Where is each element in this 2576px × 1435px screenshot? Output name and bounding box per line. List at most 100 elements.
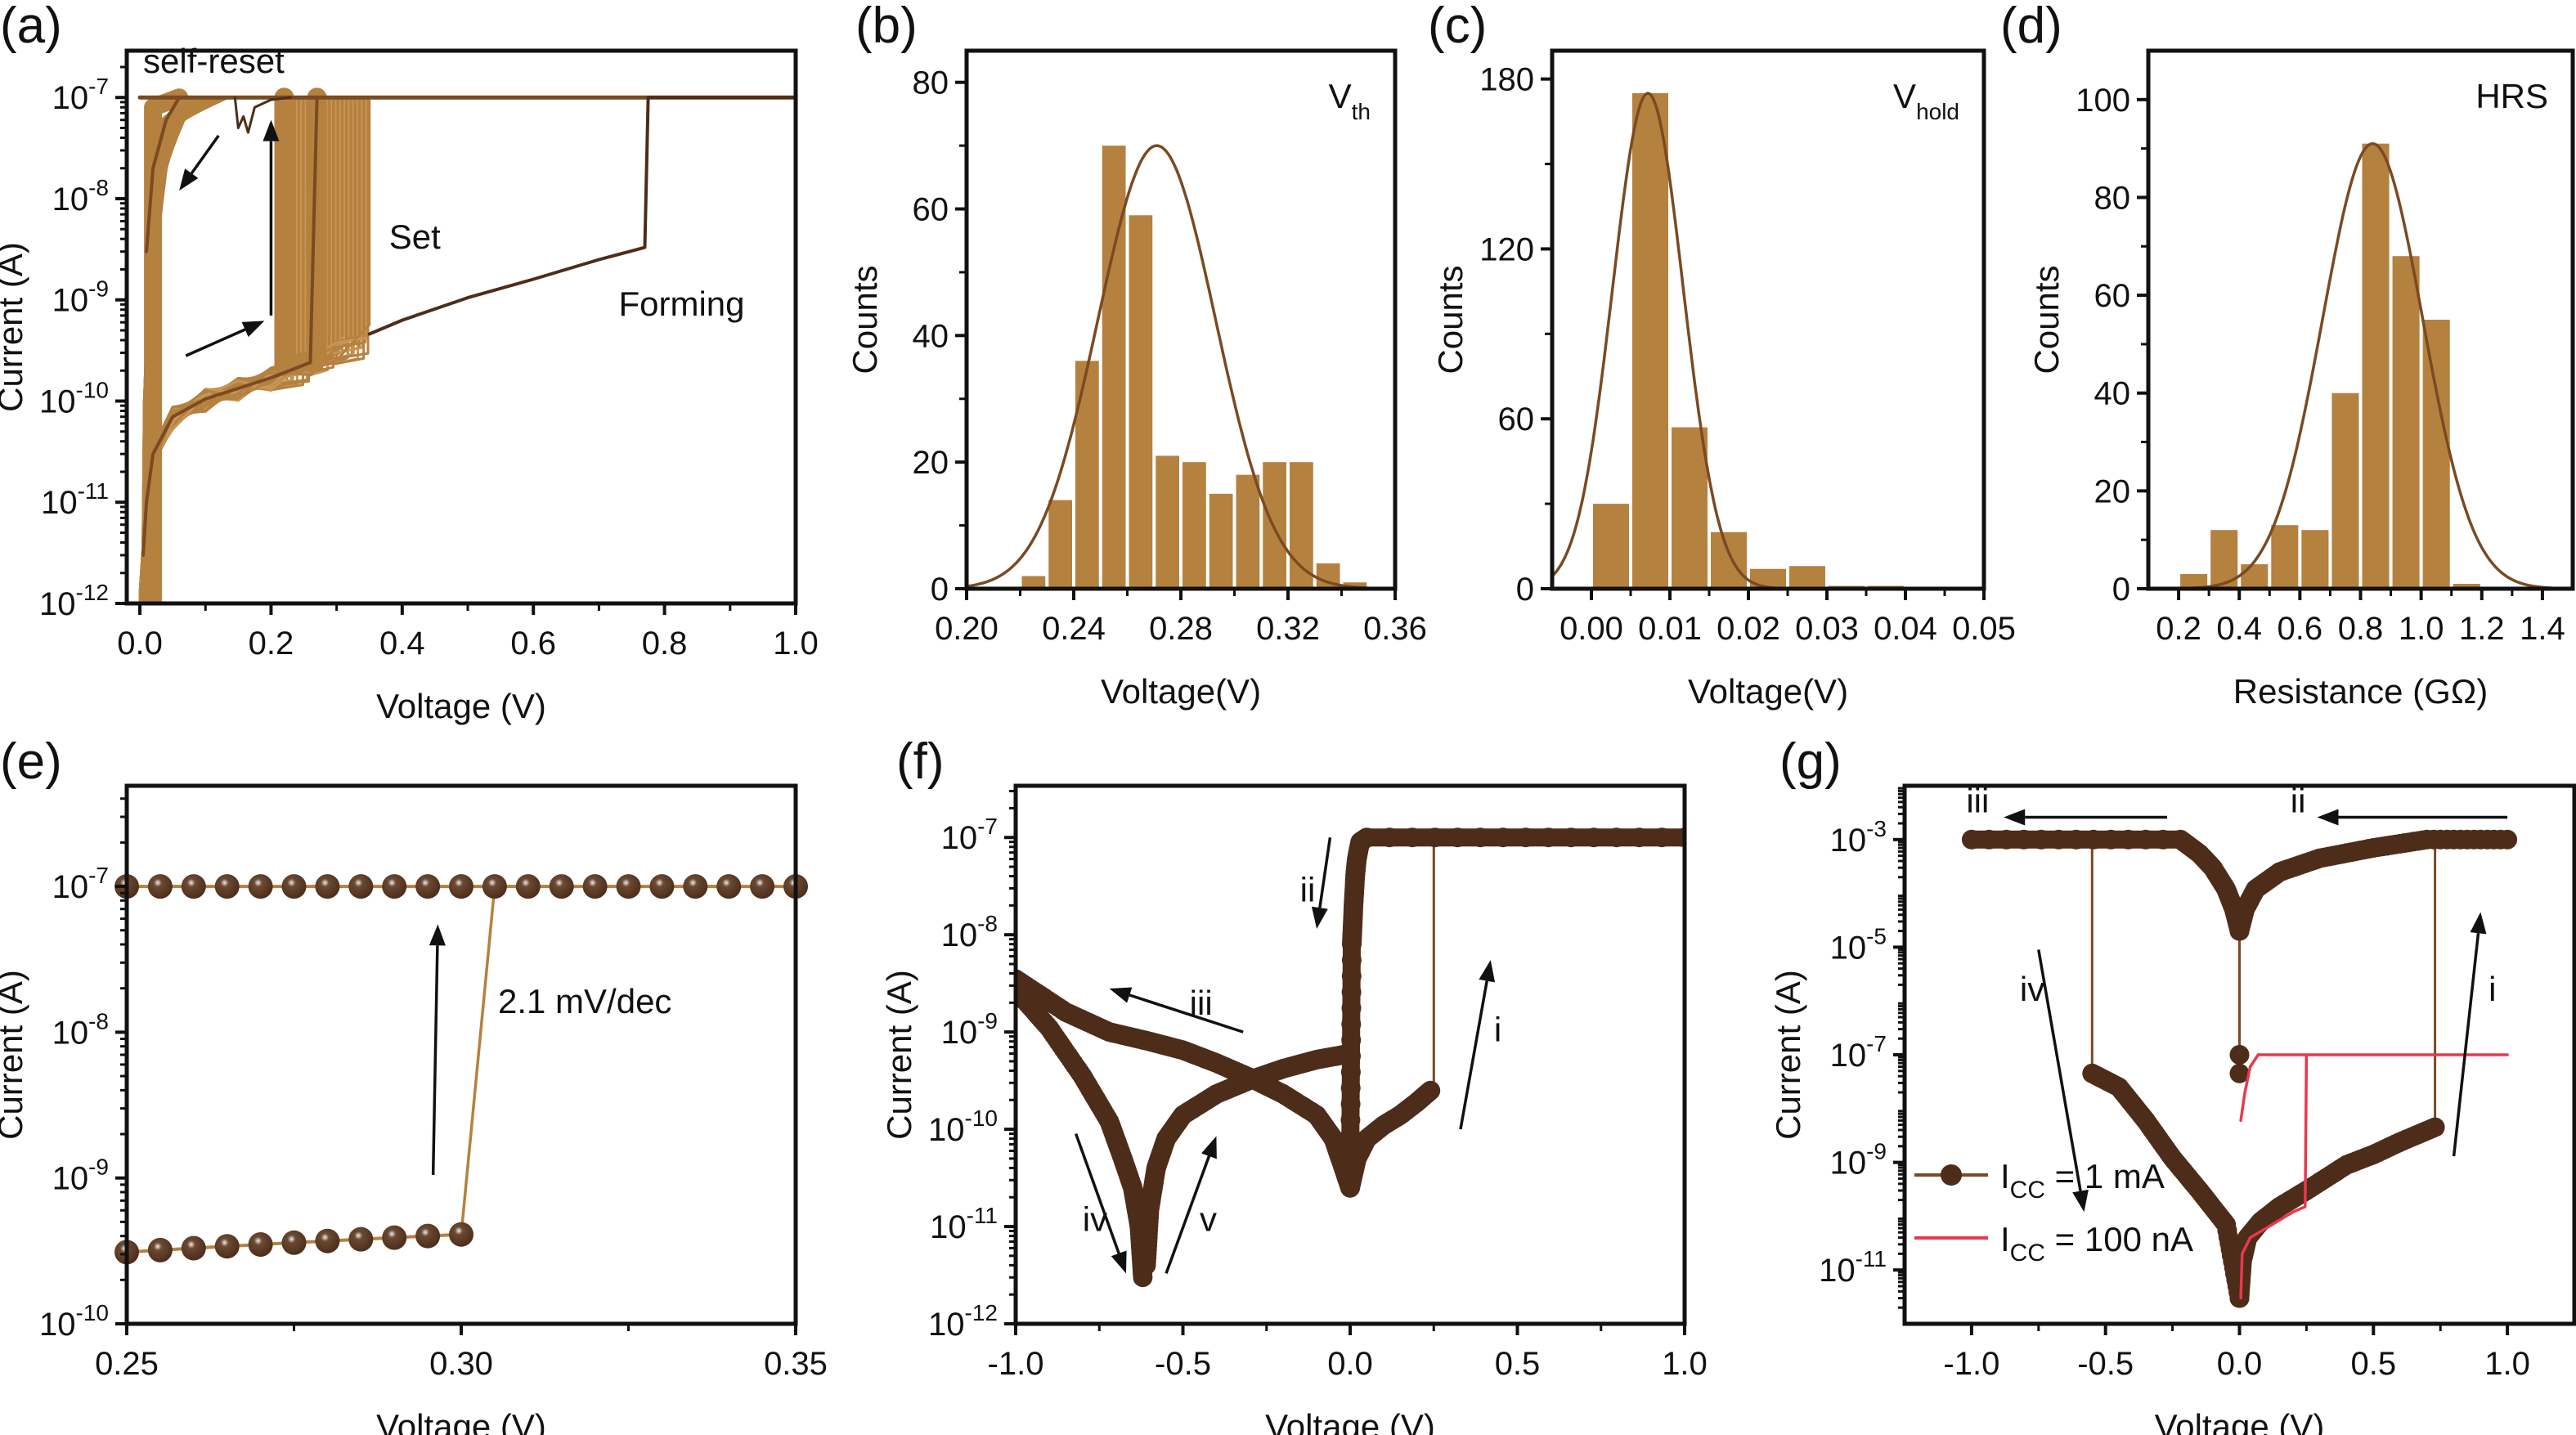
highlighted-cycle-curve	[141, 96, 319, 557]
panel-title: HRS	[2475, 77, 2548, 115]
lrs-data-point	[716, 874, 742, 899]
icc-100na-curve	[2239, 1053, 2509, 1300]
hrs-data-point	[214, 1234, 240, 1259]
switching-line	[460, 885, 496, 1236]
y-tick-label: 0	[2112, 572, 2130, 608]
x-tick-label: 0.8	[2338, 611, 2384, 647]
panel-label: (d)	[2000, 0, 2062, 54]
arrow-head	[2470, 912, 2487, 935]
panel-e: 2.1 mV/dec 0.25 0.30 0.35 10-10 10-9 10-8 10-7 V…	[0, 733, 828, 1435]
histogram-bar	[2241, 564, 2269, 589]
y-tick-label: 0	[1516, 572, 1534, 608]
data-point	[2118, 829, 2138, 850]
data-point	[1425, 827, 1445, 848]
data-point	[1629, 827, 1649, 848]
y-tick-label: 10-7	[52, 74, 109, 116]
curves-layer	[1016, 827, 1685, 1288]
y-tick-label: 40	[913, 318, 949, 354]
y-tick-label: 10-9	[1830, 1139, 1887, 1182]
x-tick-label: 1.4	[2520, 611, 2565, 647]
annotation: iv	[2020, 970, 2044, 1008]
y-tick-label: 10-7	[1830, 1031, 1887, 1074]
data-point	[1341, 982, 1362, 1002]
y-axis-label: Current (A)	[0, 242, 29, 412]
lrs-data-point	[616, 874, 641, 899]
reset-band	[144, 88, 189, 603]
arrow	[2452, 933, 2480, 1157]
panel-b: Vth 0.20 0.24 0.28 0.32 0.36 0 20 40 60 80 Voltage(…	[846, 0, 1427, 711]
data-point	[1341, 950, 1362, 971]
arrow-head	[429, 924, 446, 946]
y-axis-label: Current (A)	[1769, 970, 1807, 1140]
data-point	[1447, 827, 1468, 848]
panel-label: (a)	[0, 0, 62, 54]
histogram-bar	[1789, 566, 1825, 589]
x-tick-label: -1.0	[1943, 1346, 1999, 1382]
x-tick-label: 0.04	[1874, 611, 1937, 647]
x-tick-label: 0.4	[379, 626, 425, 661]
y-tick-label: 10-10	[39, 377, 109, 419]
y-tick-label: 10-11	[41, 478, 109, 521]
plot-frame	[124, 48, 798, 606]
panel-label: (f)	[896, 733, 945, 790]
x-tick-label: 0.5	[1495, 1346, 1541, 1382]
x-axis-label: Voltage (V)	[376, 1407, 546, 1435]
histogram-bar	[1156, 455, 1179, 589]
histogram-bar	[1632, 92, 1668, 589]
data-point	[1979, 829, 1999, 850]
data-point	[1340, 1110, 1361, 1130]
data-point	[1493, 827, 1513, 848]
hrs-data-point	[315, 1228, 340, 1253]
histogram-bar	[1672, 427, 1708, 589]
histogram-bar	[2422, 320, 2450, 589]
panel-d: HRS 0.2 0.4 0.6 0.8 1.0 1.2 1.4 0 20 40 60 80 100 Resi…	[2000, 0, 2575, 711]
data-point	[1652, 827, 1672, 848]
histogram-bar	[2301, 530, 2329, 589]
y-tick-label: 20	[913, 445, 949, 481]
x-tick-label: 1.0	[773, 626, 819, 661]
data-point	[2135, 829, 2156, 850]
hrs-data-point	[415, 1223, 441, 1249]
lrs-data-point	[549, 874, 574, 899]
x-tick-label: 0.2	[2156, 611, 2201, 647]
data-point	[2013, 829, 2034, 850]
plot-frame	[2146, 48, 2575, 591]
hrs-data-point	[382, 1225, 407, 1250]
y-tick-label: 40	[2094, 376, 2131, 412]
forming-curve	[367, 96, 796, 336]
y-tick-label: 10-11	[1819, 1246, 1887, 1289]
y-axis-label: Counts	[846, 265, 884, 374]
arrow-head	[1311, 906, 1328, 929]
lrs-data-point	[415, 874, 441, 899]
y-tick-label: 10-9	[52, 276, 109, 319]
y-tick-label: 60	[2094, 278, 2131, 314]
arrow-head	[179, 168, 199, 191]
x-axis-label: Voltage(V)	[1101, 672, 1261, 711]
data-point	[1996, 829, 2017, 850]
arrow	[1318, 836, 1332, 908]
lrs-data-point	[147, 874, 173, 899]
x-tick-label: -1.0	[988, 1346, 1044, 1382]
panel-a: self-reset Set Forming 0.0 0.2 0.4 0.6 0.8 1.0 10…	[0, 0, 819, 725]
data-point	[1961, 829, 1981, 850]
y-tick-label: 120	[1479, 231, 1534, 267]
x-tick-label: -0.5	[1155, 1346, 1211, 1382]
hrs-data-point	[281, 1230, 307, 1255]
x-tick-label: 1.0	[1662, 1346, 1708, 1382]
lrs-data-point	[750, 874, 775, 899]
arrow	[190, 134, 220, 175]
histogram-bar	[2392, 256, 2420, 589]
y-tick-label: 10-9	[941, 1008, 998, 1051]
y-tick-label: 100	[2076, 83, 2130, 119]
data-point	[1420, 1080, 1441, 1101]
y-axis-label: Current (A)	[880, 970, 918, 1140]
fit-layer	[2148, 141, 2573, 589]
lrs-data-point	[649, 874, 675, 899]
plot-frame	[1902, 783, 2576, 1326]
histogram-bar	[2453, 584, 2480, 589]
set-band	[274, 87, 327, 377]
panel-label: (g)	[1779, 733, 1842, 790]
annotation: 2.1 mV/dec	[498, 982, 671, 1020]
x-tick-label: 0.05	[1952, 611, 2016, 647]
lrs-data-point	[181, 874, 206, 899]
